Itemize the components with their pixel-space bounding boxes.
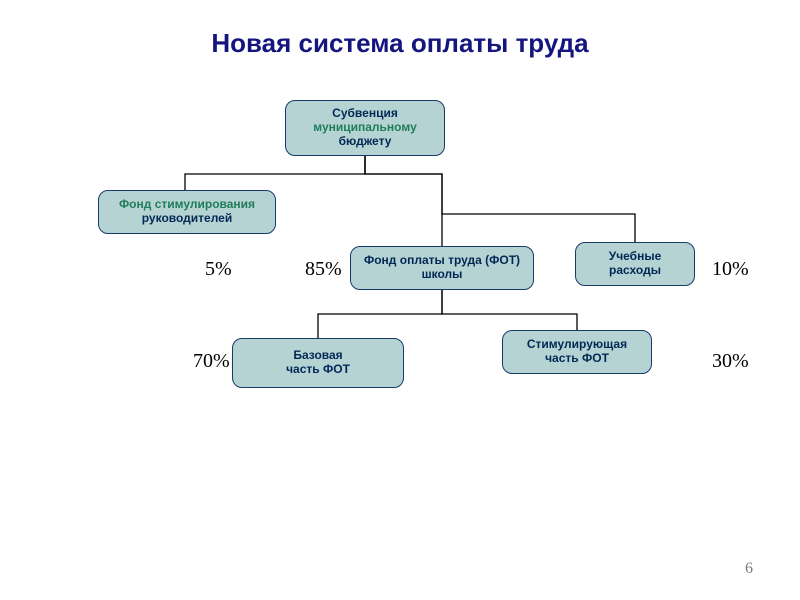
node-stim-fot: Стимулирующаячасть ФОТ	[502, 330, 652, 374]
page-title: Новая система оплаты труда	[0, 28, 800, 59]
node-base-fot: Базоваячасть ФОТ	[232, 338, 404, 388]
percent-85: 85%	[305, 258, 342, 281]
node-fund-stim-leaders: Фонд стимулированияруководителей	[98, 190, 276, 234]
percent-10: 10%	[712, 258, 749, 281]
page-number: 6	[745, 560, 753, 578]
percent-70: 70%	[193, 350, 230, 373]
node-study-expenses: Учебныерасходы	[575, 242, 695, 286]
percent-30: 30%	[712, 350, 749, 373]
node-subvention: Субвенциямуниципальномубюджету	[285, 100, 445, 156]
percent-5: 5%	[205, 258, 232, 281]
connectors	[0, 0, 800, 600]
node-fot-school: Фонд оплаты труда (ФОТ)школы	[350, 246, 534, 290]
stage: { "title": { "text": "Новая система опла…	[0, 0, 800, 600]
